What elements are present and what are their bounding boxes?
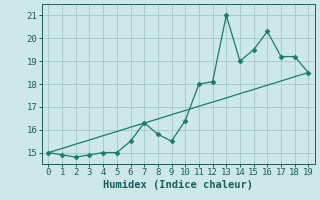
- X-axis label: Humidex (Indice chaleur): Humidex (Indice chaleur): [103, 180, 253, 190]
